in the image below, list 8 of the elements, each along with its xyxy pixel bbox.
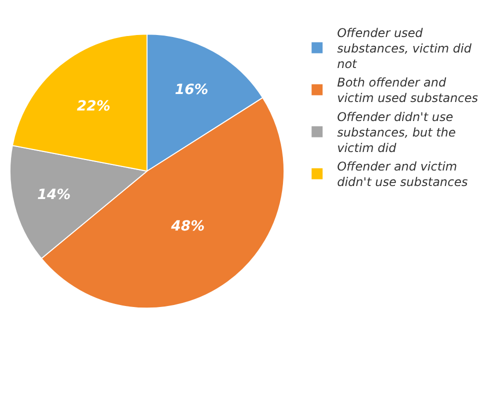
data-label: 22% <box>76 98 110 115</box>
data-label: 48% <box>170 218 205 235</box>
legend-label: Offender didn't use substances, but the victim did <box>337 110 456 156</box>
data-label: 14% <box>37 187 71 204</box>
legend-label: Offender and victim didn't use substances <box>337 160 468 190</box>
legend-label: Offender used substances, victim did not <box>337 26 472 72</box>
legend-label: Both offender and victim used substances <box>337 76 478 106</box>
data-label: 16% <box>174 82 208 98</box>
